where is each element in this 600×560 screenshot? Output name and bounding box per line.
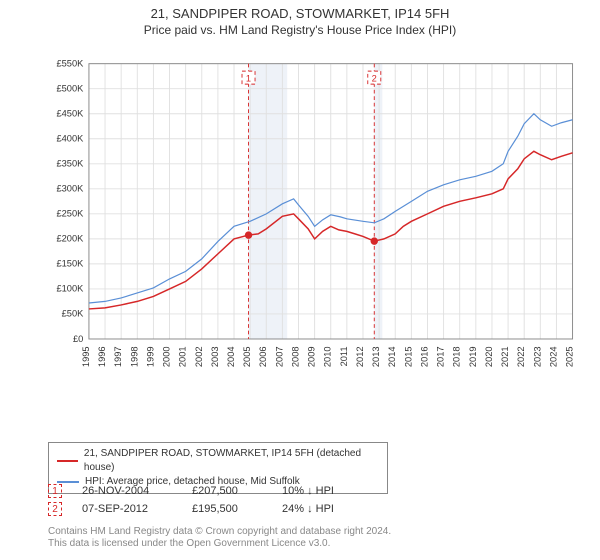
svg-text:2022: 2022 bbox=[516, 346, 526, 367]
sale-price: £195,500 bbox=[192, 503, 262, 515]
svg-text:2017: 2017 bbox=[436, 346, 446, 367]
svg-text:£350K: £350K bbox=[56, 159, 84, 169]
sale-date: 26-NOV-2004 bbox=[82, 485, 172, 497]
svg-text:1998: 1998 bbox=[129, 346, 139, 367]
svg-text:2019: 2019 bbox=[468, 346, 478, 367]
legend-label: 21, SANDPIPER ROAD, STOWMARKET, IP14 5FH… bbox=[84, 447, 379, 475]
svg-text:2005: 2005 bbox=[242, 346, 252, 367]
svg-text:£200K: £200K bbox=[56, 234, 84, 244]
svg-text:2009: 2009 bbox=[307, 346, 317, 367]
sale-date: 07-SEP-2012 bbox=[82, 503, 172, 515]
svg-text:£550K: £550K bbox=[56, 58, 84, 68]
sale-price: £207,500 bbox=[192, 485, 262, 497]
svg-text:2015: 2015 bbox=[403, 346, 413, 367]
svg-text:£0: £0 bbox=[73, 334, 83, 344]
svg-text:2002: 2002 bbox=[194, 346, 204, 367]
svg-text:2: 2 bbox=[372, 73, 377, 83]
svg-text:2011: 2011 bbox=[339, 346, 349, 366]
legend-swatch bbox=[57, 460, 78, 462]
svg-text:2014: 2014 bbox=[387, 346, 397, 367]
svg-text:2024: 2024 bbox=[548, 346, 558, 367]
svg-text:2000: 2000 bbox=[162, 346, 172, 367]
svg-text:2018: 2018 bbox=[452, 346, 462, 367]
svg-text:£300K: £300K bbox=[56, 184, 84, 194]
title-main: 21, SANDPIPER ROAD, STOWMARKET, IP14 5FH bbox=[0, 6, 600, 21]
svg-text:2012: 2012 bbox=[355, 346, 365, 367]
svg-text:£150K: £150K bbox=[56, 259, 84, 269]
svg-text:2025: 2025 bbox=[565, 346, 575, 367]
svg-text:2007: 2007 bbox=[274, 346, 284, 367]
svg-text:1: 1 bbox=[246, 73, 251, 83]
sale-row: 2 07-SEP-2012 £195,500 24% ↓ HPI bbox=[48, 502, 372, 516]
svg-text:1996: 1996 bbox=[97, 346, 107, 367]
svg-text:1999: 1999 bbox=[145, 346, 155, 367]
price-chart: £0 £50K £100K £150K £200K £250K £300K £350K £400… bbox=[48, 48, 580, 390]
svg-text:2010: 2010 bbox=[323, 346, 333, 367]
svg-text:1995: 1995 bbox=[81, 346, 91, 367]
svg-text:2003: 2003 bbox=[210, 346, 220, 367]
svg-text:1997: 1997 bbox=[113, 346, 123, 367]
footnote-line1: Contains HM Land Registry data © Crown c… bbox=[48, 526, 391, 538]
svg-text:2001: 2001 bbox=[178, 346, 188, 367]
sale-marker: 1 bbox=[48, 484, 62, 498]
svg-text:£100K: £100K bbox=[56, 284, 84, 294]
svg-text:£500K: £500K bbox=[56, 83, 84, 93]
sale-row: 1 26-NOV-2004 £207,500 10% ↓ HPI bbox=[48, 484, 372, 498]
svg-text:2006: 2006 bbox=[258, 346, 268, 367]
svg-text:£400K: £400K bbox=[56, 134, 84, 144]
svg-text:2004: 2004 bbox=[226, 346, 236, 367]
title-sub: Price paid vs. HM Land Registry's House … bbox=[0, 23, 600, 37]
svg-text:£450K: £450K bbox=[56, 109, 84, 119]
sale-marker: 2 bbox=[48, 502, 62, 516]
svg-text:2013: 2013 bbox=[371, 346, 381, 367]
legend-item: 21, SANDPIPER ROAD, STOWMARKET, IP14 5FH… bbox=[57, 447, 379, 475]
svg-text:2016: 2016 bbox=[419, 346, 429, 367]
svg-text:£250K: £250K bbox=[56, 209, 84, 219]
footnote: Contains HM Land Registry data © Crown c… bbox=[48, 526, 391, 550]
sale-diff: 24% ↓ HPI bbox=[282, 503, 372, 515]
svg-text:£50K: £50K bbox=[62, 309, 85, 319]
footnote-line2: This data is licensed under the Open Gov… bbox=[48, 538, 391, 550]
svg-text:2008: 2008 bbox=[290, 346, 300, 367]
svg-text:2023: 2023 bbox=[532, 346, 542, 367]
svg-text:2020: 2020 bbox=[484, 346, 494, 367]
svg-text:2021: 2021 bbox=[500, 346, 510, 367]
sale-diff: 10% ↓ HPI bbox=[282, 485, 372, 497]
sales-table: 1 26-NOV-2004 £207,500 10% ↓ HPI 2 07-SEP-201… bbox=[48, 480, 372, 516]
